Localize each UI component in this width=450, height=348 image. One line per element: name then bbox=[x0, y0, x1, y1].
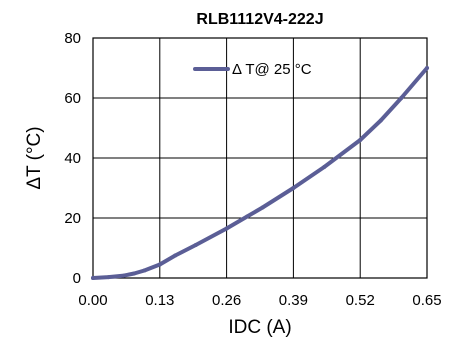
data-point bbox=[132, 271, 137, 276]
data-point bbox=[245, 214, 250, 219]
data-point bbox=[142, 268, 147, 273]
data-point bbox=[260, 205, 265, 210]
y-tick-label: 80 bbox=[64, 30, 81, 47]
plot-frame bbox=[92, 37, 428, 279]
data-point bbox=[425, 66, 429, 70]
y-axis-label: ΔT (°C) bbox=[24, 126, 45, 189]
data-point bbox=[173, 253, 178, 258]
x-tick-label: 0.65 bbox=[412, 292, 441, 309]
data-point bbox=[322, 165, 327, 169]
legend: Δ T@ 25 °C bbox=[193, 61, 312, 78]
x-tick-label: 0.13 bbox=[145, 292, 174, 309]
data-point bbox=[106, 275, 111, 280]
data-point bbox=[358, 138, 363, 142]
grid bbox=[93, 38, 427, 278]
data-point bbox=[91, 276, 95, 280]
x-tick-label: 0.52 bbox=[346, 292, 375, 309]
y-tick-label: 0 bbox=[73, 270, 81, 287]
data-point bbox=[157, 262, 162, 267]
x-tick-label: 0.39 bbox=[279, 292, 308, 309]
x-axis-label: IDC (A) bbox=[228, 317, 291, 338]
x-tick-label: 0.00 bbox=[78, 292, 107, 309]
y-tick-label: 60 bbox=[64, 90, 81, 107]
data-point bbox=[121, 273, 126, 278]
tick-labels: 0.00 0.13 0.26 0.39 0.52 0.65 0 20 40 60 80 bbox=[64, 30, 441, 309]
data-point bbox=[224, 226, 229, 231]
data-point bbox=[378, 118, 383, 123]
chart-title: RLB1112V4-222J bbox=[196, 11, 323, 28]
axes bbox=[92, 37, 428, 279]
x-tick-label: 0.26 bbox=[212, 292, 241, 309]
legend-label: Δ T@ 25 °C bbox=[232, 61, 312, 78]
data-point bbox=[193, 243, 198, 247]
series-layer bbox=[91, 66, 429, 280]
series-line bbox=[91, 66, 429, 280]
data-point bbox=[399, 96, 404, 100]
y-tick-label: 20 bbox=[64, 210, 81, 227]
y-tick-label: 40 bbox=[64, 150, 81, 167]
data-point bbox=[291, 186, 296, 190]
